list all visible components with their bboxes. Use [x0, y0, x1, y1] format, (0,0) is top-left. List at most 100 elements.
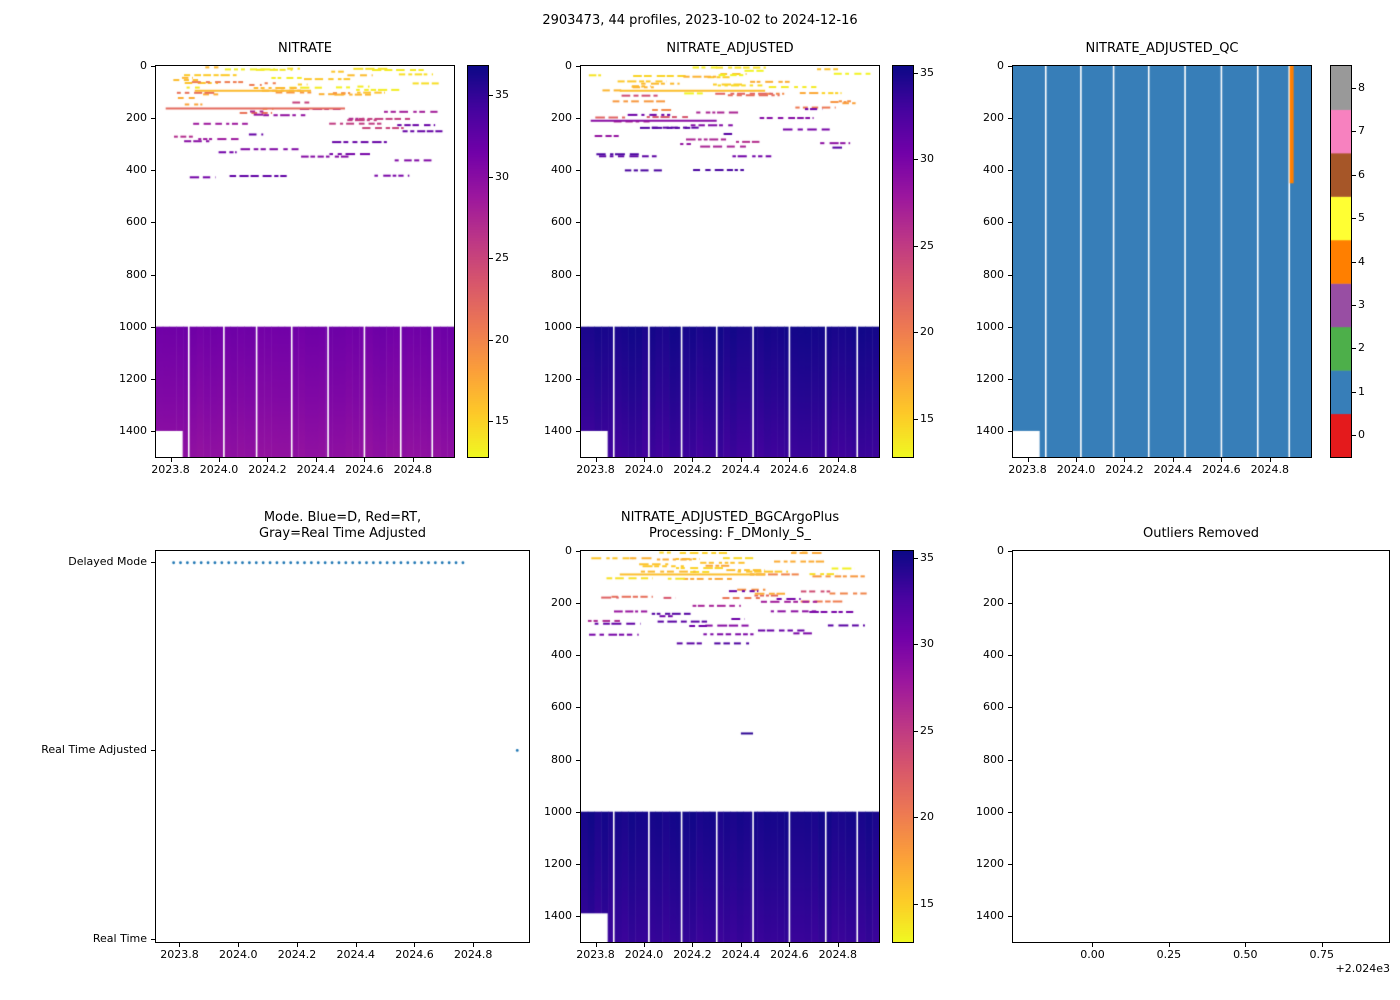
nitrate-adjusted-y-tick-label: 1200 [544, 371, 572, 385]
bgc-x-tick [643, 943, 645, 947]
bgc-colorbar-tick-label: 25 [920, 723, 934, 737]
nitrate-adjusted-y-tick [576, 274, 580, 276]
outliers-y-tick-label: 800 [983, 752, 1004, 766]
subplot-title-bgc: NITRATE_ADJUSTED_BGCArgoPlus Processing:… [580, 510, 880, 542]
nitrate-colorbar-tick [489, 95, 493, 97]
nitrate-adjusted-colorbar-tick [914, 332, 918, 334]
bgc-y-tick [576, 655, 580, 657]
nitrate-adjusted-qc-x-tick [1269, 458, 1271, 462]
subplot-title-mode-line1: Mode. Blue=D, Red=RT, [263, 510, 422, 525]
nitrate-adjusted-qc-y-tick [1008, 170, 1012, 172]
outliers-y-tick-label: 1400 [976, 908, 1004, 922]
nitrate-adjusted-qc-plot-area [1012, 65, 1312, 458]
nitrate-adjusted-qc-colorbar-tick [1352, 304, 1356, 306]
nitrate-adjusted-colorbar-tick [914, 245, 918, 247]
nitrate-x-tick [218, 458, 220, 462]
outliers-y-tick-label: 1000 [976, 804, 1004, 818]
figure-title: 2903473, 44 profiles, 2023-10-02 to 2024… [542, 13, 858, 28]
mode-x-tick-label: 2023.8 [160, 948, 199, 961]
bgc-x-tick-label: 2023.8 [576, 948, 615, 961]
mode-category-label: Real Time Adjusted [41, 743, 147, 757]
nitrate-adjusted-colorbar-tick-label: 15 [920, 411, 934, 425]
nitrate-y-tick [151, 326, 155, 328]
outliers-y-tick [1008, 915, 1012, 917]
bgc-colorbar-tick-label: 35 [920, 550, 934, 564]
nitrate-adjusted-qc-x-tick-label: 2023.8 [1008, 463, 1047, 476]
nitrate-adjusted-y-tick [576, 118, 580, 120]
bgc-y-tick-label: 800 [551, 752, 572, 766]
nitrate-adjusted-x-tick [740, 458, 742, 462]
bgc-x-tick-label: 2024.4 [721, 948, 761, 961]
outliers-y-tick [1008, 863, 1012, 865]
bgc-y-tick-label: 600 [551, 700, 572, 714]
bgc-colorbar-tick [914, 903, 918, 905]
subplot-title-mode-line2: Gray=Real Time Adjusted [259, 526, 426, 541]
nitrate-y-tick-label: 400 [126, 163, 147, 177]
nitrate-adjusted-colorbar-tick [914, 72, 918, 74]
nitrate-adjusted-qc-colorbar-tick [1352, 261, 1356, 263]
nitrate-adjusted-qc-y-tick-label: 400 [983, 163, 1004, 177]
nitrate-adjusted-qc-x-tick [1027, 458, 1029, 462]
bgc-x-tick [837, 943, 839, 947]
nitrate-adjusted-qc-colorbar-tick-label: 7 [1358, 124, 1365, 138]
bgc-y-tick-label: 200 [551, 596, 572, 610]
nitrate-y-tick [151, 430, 155, 432]
nitrate-adjusted-qc-y-tick [1008, 118, 1012, 120]
nitrate-adjusted-qc-colorbar-tick [1352, 87, 1356, 89]
bgc-colorbar-tick-label: 20 [920, 810, 934, 824]
nitrate-adjusted-qc-x-tick [1172, 458, 1174, 462]
nitrate-adjusted-y-tick-label: 400 [551, 163, 572, 177]
nitrate-adjusted-x-tick-label: 2024.4 [721, 463, 761, 476]
outliers-x-tick-label: 0.50 [1233, 948, 1258, 961]
nitrate-adjusted-y-tick-label: 0 [565, 59, 572, 72]
subplot-title-nitrate-adjusted-qc: NITRATE_ADJUSTED_QC [1085, 41, 1239, 56]
nitrate-adjusted-y-tick-label: 600 [551, 215, 572, 229]
bgc-colorbar-tick [914, 817, 918, 819]
nitrate-x-tick [315, 458, 317, 462]
nitrate-x-tick-label: 2024.2 [248, 463, 287, 476]
nitrate-x-tick [364, 458, 366, 462]
nitrate-adjusted-qc-x-tick [1221, 458, 1223, 462]
nitrate-plot-area [155, 65, 455, 458]
bgc-y-tick-label: 1400 [544, 908, 572, 922]
nitrate-colorbar-canvas [468, 66, 488, 457]
subplot-title-bgc-line1: NITRATE_ADJUSTED_BGCArgoPlus [620, 510, 840, 525]
mode-x-tick-label: 2024.8 [453, 948, 493, 961]
nitrate-x-tick-label: 2024.6 [345, 463, 384, 476]
mode-x-tick [355, 943, 357, 947]
nitrate-y-tick [151, 118, 155, 120]
nitrate-adjusted-qc-colorbar-tick [1352, 348, 1356, 350]
mode-x-tick-label: 2024.2 [277, 948, 317, 961]
mode-x-tick-label: 2024.4 [336, 948, 375, 961]
nitrate-adjusted-colorbar-tick-label: 30 [920, 152, 934, 166]
nitrate-adjusted-x-tick-label: 2024.6 [770, 463, 809, 476]
bgc-x-tick [692, 943, 694, 947]
nitrate-adjusted-colorbar-tick-label: 25 [920, 238, 934, 252]
nitrate-y-tick [151, 222, 155, 224]
nitrate-adjusted-y-tick [576, 378, 580, 380]
nitrate-adjusted-qc-colorbar-tick-label: 3 [1358, 297, 1365, 311]
nitrate-y-tick [151, 66, 155, 67]
nitrate-adjusted-qc-x-tick-label: 2024.4 [1153, 463, 1193, 476]
nitrate-colorbar-tick [489, 421, 493, 423]
nitrate-adjusted-qc-y-tick-label: 1000 [976, 319, 1004, 333]
x-axis-offset-label: +2.024e3 [1335, 962, 1390, 975]
bgc-x-tick [740, 943, 742, 947]
nitrate-adjusted-qc-x-tick [1124, 458, 1126, 462]
bgc-x-tick [789, 943, 791, 947]
nitrate-y-tick-label: 1400 [119, 423, 147, 437]
bgc-y-tick [576, 915, 580, 917]
nitrate-adjusted-qc-colorbar-tick-label: 0 [1358, 428, 1365, 442]
outliers-y-tick-label: 400 [983, 648, 1004, 662]
mode-plot-area [155, 550, 530, 943]
nitrate-y-tick-label: 800 [126, 267, 147, 281]
nitrate-colorbar-tick [489, 258, 493, 260]
nitrate-adjusted-colorbar-canvas [893, 66, 913, 457]
mode-canvas [156, 551, 529, 942]
nitrate-adjusted-x-tick-label: 2024.0 [624, 463, 664, 476]
nitrate-adjusted-qc-y-tick [1008, 274, 1012, 276]
nitrate-colorbar [467, 65, 489, 458]
nitrate-adjusted-qc-x-tick-label: 2024.8 [1250, 463, 1290, 476]
nitrate-adjusted-colorbar-tick-label: 20 [920, 325, 934, 339]
